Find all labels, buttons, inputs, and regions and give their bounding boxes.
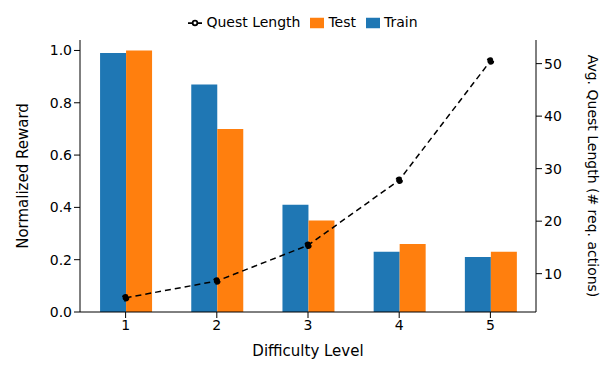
svg-text:0.8: 0.8 (50, 95, 72, 111)
svg-text:2: 2 (212, 317, 221, 333)
svg-text:Normalized Reward: Normalized Reward (14, 103, 32, 249)
svg-text:1.0: 1.0 (50, 42, 72, 58)
svg-text:30: 30 (544, 161, 562, 177)
svg-text:3: 3 (304, 317, 313, 333)
svg-text:5: 5 (486, 317, 495, 333)
svg-text:0.6: 0.6 (50, 147, 72, 163)
svg-text:Avg. Quest Length (# req. acti: Avg. Quest Length (# req. actions) (585, 55, 601, 298)
svg-text:50: 50 (544, 56, 562, 72)
svg-text:20: 20 (544, 213, 562, 229)
svg-text:Difficulty Level: Difficulty Level (252, 342, 363, 360)
svg-text:10: 10 (544, 266, 562, 282)
html-text:Quest Length: Quest Length (206, 14, 301, 30)
svg-text:0.0: 0.0 (50, 304, 72, 320)
svg-text:40: 40 (544, 108, 562, 124)
svg-text:4: 4 (395, 317, 404, 333)
svg-text:0.2: 0.2 (50, 252, 72, 268)
svg-text:1: 1 (121, 317, 130, 333)
html-text:Train: Train (384, 14, 418, 30)
html-text:Test: Test (328, 14, 356, 30)
svg-text:0.4: 0.4 (50, 199, 72, 215)
